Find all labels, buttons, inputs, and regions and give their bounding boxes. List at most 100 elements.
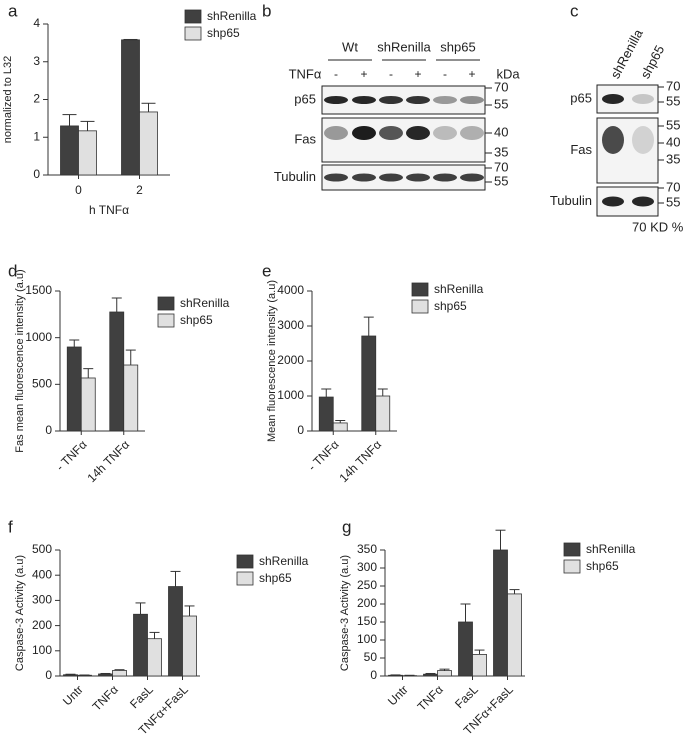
- marker-label: 55: [666, 93, 680, 108]
- bar: [458, 621, 473, 677]
- marker-label: 35: [666, 151, 680, 166]
- bar: [147, 638, 162, 677]
- column-label: shp65: [637, 43, 667, 81]
- blot-band: [433, 173, 457, 182]
- bar: [375, 395, 391, 432]
- bar: [60, 125, 79, 176]
- y-tick-label: 50: [364, 650, 378, 664]
- y-tick-label: 0: [45, 668, 52, 682]
- unit-label: kDa: [496, 66, 520, 81]
- bar: [63, 674, 78, 677]
- blot-band: [324, 96, 348, 104]
- lane-sign: +: [414, 67, 421, 81]
- y-tick-label: 350: [357, 542, 377, 556]
- x-tick-label: - TNFα: [305, 437, 341, 473]
- blot-band: [324, 173, 348, 182]
- bar: [109, 311, 125, 432]
- legend-label: shRenilla: [207, 9, 257, 23]
- legend-label: shp65: [259, 571, 292, 585]
- x-axis-label: h TNFα: [89, 203, 129, 217]
- blot-band: [379, 126, 403, 140]
- legend-label: shRenilla: [434, 282, 484, 296]
- y-tick-label: 1000: [25, 330, 52, 344]
- legend-swatch: [411, 299, 429, 314]
- legend-swatch: [157, 296, 175, 311]
- y-tick-label: 300: [32, 593, 52, 607]
- lane-sign: -: [443, 67, 447, 81]
- bar: [123, 364, 139, 432]
- bar: [423, 673, 438, 677]
- legend-label: shp65: [586, 559, 619, 573]
- y-tick-label: 2: [33, 92, 40, 106]
- x-tick-label: 0: [75, 183, 82, 197]
- y-tick-label: 100: [32, 643, 52, 657]
- legend-swatch: [563, 559, 581, 574]
- bar: [493, 549, 508, 677]
- bar: [78, 130, 97, 176]
- lane-sign: +: [360, 67, 367, 81]
- bar: [437, 670, 452, 677]
- marker-label: 40: [494, 124, 508, 139]
- y-axis-label: normalized to L32: [2, 56, 14, 143]
- bar: [112, 670, 127, 677]
- panel-label: b: [262, 1, 271, 20]
- legend-swatch: [184, 26, 202, 41]
- blot-band: [433, 96, 457, 104]
- bar: [133, 613, 148, 677]
- bar: [121, 39, 140, 176]
- lane-sign: -: [334, 67, 338, 81]
- x-tick-label: Untr: [385, 682, 411, 708]
- y-tick-label: 1500: [25, 283, 52, 297]
- y-axis-label: Fas mean fluorescence intensity (a.u): [14, 269, 26, 452]
- blot-band: [460, 96, 484, 104]
- legend-label: shRenilla: [259, 554, 309, 568]
- legend-swatch: [411, 282, 429, 297]
- legend-label: shRenilla: [586, 542, 636, 556]
- marker-label: 55: [666, 194, 680, 209]
- marker-label: 40: [666, 134, 680, 149]
- bar: [472, 654, 487, 677]
- y-tick-label: 200: [357, 596, 377, 610]
- y-tick-label: 3: [33, 54, 40, 68]
- panel-label: g: [342, 517, 351, 536]
- marker-label: 70: [494, 159, 508, 174]
- x-tick-label: Untr: [60, 682, 86, 708]
- row-label: Fas: [570, 142, 592, 157]
- panel-label: c: [570, 1, 579, 20]
- bar: [98, 673, 113, 677]
- x-tick-label: TNFα: [415, 682, 446, 713]
- blot-band: [602, 94, 624, 104]
- panel-label: e: [262, 261, 271, 280]
- bar: [332, 422, 348, 432]
- blot-band: [602, 196, 624, 207]
- blot-band: [632, 126, 654, 154]
- bar: [361, 335, 377, 432]
- panel-label: d: [8, 261, 17, 280]
- y-tick-label: 200: [32, 618, 52, 632]
- y-tick-label: 1: [33, 129, 40, 143]
- blot-band: [602, 126, 624, 154]
- blot-band: [352, 126, 376, 140]
- x-tick-label: 14h TNFα: [336, 437, 384, 485]
- bar: [139, 111, 158, 176]
- y-tick-label: 300: [357, 560, 377, 574]
- column-label: shRenilla: [377, 39, 431, 54]
- row-label: p65: [294, 91, 316, 106]
- x-tick-label: FasL: [452, 682, 481, 711]
- column-label: shp65: [440, 39, 475, 54]
- y-tick-label: 400: [32, 567, 52, 581]
- y-tick-label: 500: [32, 377, 52, 391]
- panel-label: f: [8, 517, 13, 536]
- row-label: Tubulin: [550, 193, 592, 208]
- y-tick-label: 0: [370, 668, 377, 682]
- y-axis-label: Mean fluorescence intensity (a.u): [266, 280, 278, 442]
- y-tick-label: 1000: [277, 388, 304, 402]
- legend-swatch: [184, 9, 202, 24]
- bar: [66, 346, 82, 432]
- column-label: Wt: [342, 39, 358, 54]
- blot-box: [321, 164, 486, 191]
- blot-band: [433, 126, 457, 140]
- x-tick-label: - TNFα: [53, 437, 89, 473]
- bar: [80, 377, 96, 432]
- legend-swatch: [236, 571, 254, 586]
